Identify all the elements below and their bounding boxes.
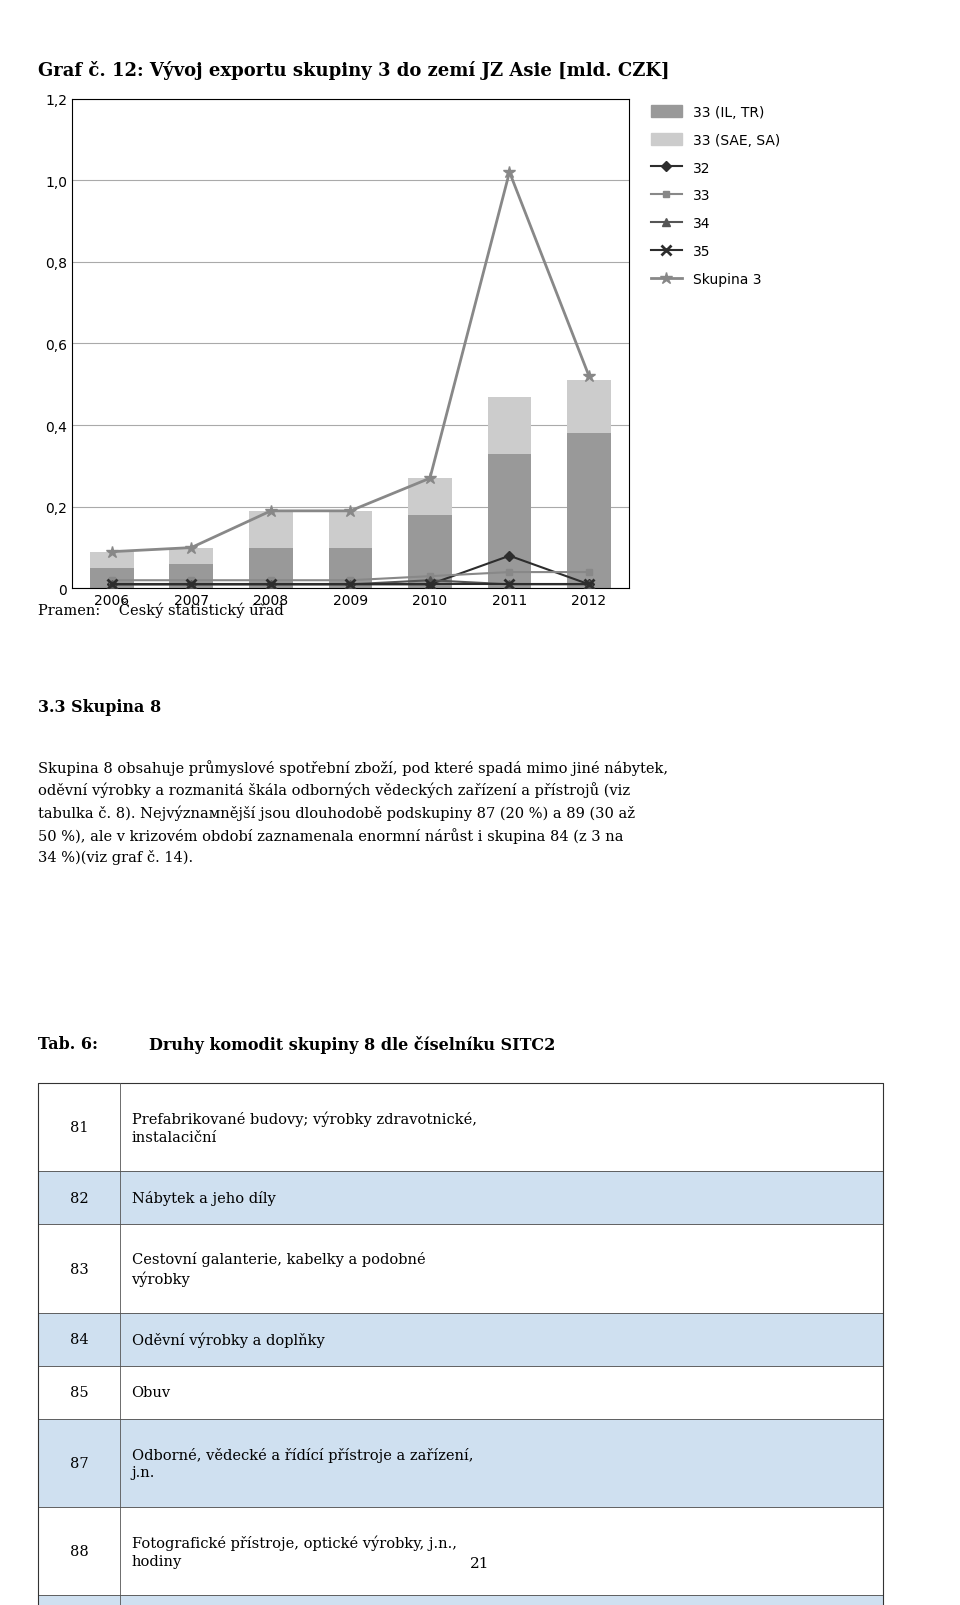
Text: 81: 81 [70, 1120, 88, 1135]
Text: 85: 85 [70, 1385, 88, 1400]
Text: Skupina 8 obsahuje průmyslové spotřební zboží, pod které spadá mimo jiné nábytek: Skupina 8 obsahuje průmyslové spotřební … [38, 759, 668, 865]
Text: 3.3 Skupina 8: 3.3 Skupina 8 [38, 698, 161, 716]
34 [504, 575, 516, 594]
33 [584, 563, 595, 583]
Bar [488, 454, 531, 589]
Text: Tab. 6:: Tab. 6: [38, 1035, 99, 1053]
Legend: 33 (IL, TR), 33 (SAE, SA), 32, 33, 34, 35, Skupina 3: 33 (IL, TR), 33 (SAE, SA), 32, 33, 34, 3… [647, 101, 784, 291]
Text: Nábytek a jeho díly: Nábytek a jeho díly [132, 1191, 276, 1205]
Skupina 3 [345, 502, 356, 522]
32 [345, 575, 356, 594]
Bar [169, 549, 213, 565]
32 [424, 575, 436, 594]
Text: 83: 83 [70, 1262, 88, 1276]
Text: Oděvní výrobky a doplňky: Oděvní výrobky a doplňky [132, 1332, 324, 1347]
Skupina 3 [185, 539, 197, 559]
Bar [328, 512, 372, 549]
Text: 87: 87 [70, 1456, 88, 1470]
Text: Fotografické přístroje, optické výrobky, j.n.,
hodiny: Fotografické přístroje, optické výrobky,… [132, 1534, 457, 1568]
32 [265, 575, 276, 594]
Bar [567, 433, 611, 589]
Bar [90, 568, 133, 589]
Text: Prefabrikované budovy; výrobky zdravotnické,
instalaciční: Prefabrikované budovy; výrobky zdravotni… [132, 1111, 476, 1144]
Skupina 3 [584, 368, 595, 387]
33 [265, 571, 276, 591]
Bar [408, 478, 452, 515]
Skupina 3 [265, 502, 276, 522]
35 [265, 575, 276, 594]
Bar [249, 512, 293, 549]
35 [106, 575, 117, 594]
32 [185, 575, 197, 594]
Text: Odborné, vědecké a řídící přístroje a zařízení,
j.n.: Odborné, vědecké a řídící přístroje a za… [132, 1446, 473, 1480]
32 [106, 575, 117, 594]
34 [265, 575, 276, 594]
34 [424, 571, 436, 591]
33 [504, 563, 516, 583]
Text: Obuv: Obuv [132, 1385, 171, 1400]
Text: Graf č. 12: Vývoj exportu skupiny 3 do zemí JZ Asie [mld. CZK]: Graf č. 12: Vývoj exportu skupiny 3 do z… [38, 61, 670, 80]
34 [584, 575, 595, 594]
Bar [249, 549, 293, 589]
Line: Skupina 3: Skupina 3 [106, 167, 595, 559]
Skupina 3 [106, 542, 117, 562]
Text: Druhy komodit skupiny 8 dle číselníku SITC2: Druhy komodit skupiny 8 dle číselníku SI… [149, 1035, 555, 1053]
Line: 35: 35 [107, 579, 594, 589]
Text: 88: 88 [70, 1544, 88, 1558]
Text: 21: 21 [470, 1555, 490, 1570]
Skupina 3 [504, 164, 516, 183]
Line: 32: 32 [108, 554, 592, 589]
32 [504, 547, 516, 567]
Text: Pramen:    Český statistický úřad: Pramen: Český statistický úřad [38, 600, 284, 618]
Line: 33: 33 [108, 570, 592, 584]
Text: 82: 82 [70, 1191, 88, 1205]
Line: 34: 34 [108, 576, 593, 589]
Text: Cestovní galanterie, kabelky a podobné
výrobky: Cestovní galanterie, kabelky a podobné v… [132, 1252, 425, 1286]
35 [504, 575, 516, 594]
34 [106, 575, 117, 594]
Bar [90, 552, 133, 568]
35 [424, 575, 436, 594]
Bar [169, 565, 213, 589]
35 [345, 575, 356, 594]
Bar [408, 515, 452, 589]
33 [345, 571, 356, 591]
Bar [488, 398, 531, 454]
34 [345, 575, 356, 594]
Bar [567, 380, 611, 433]
33 [424, 567, 436, 586]
33 [185, 571, 197, 591]
35 [185, 575, 197, 594]
Bar [328, 549, 372, 589]
Text: 84: 84 [70, 1332, 88, 1347]
33 [106, 571, 117, 591]
32 [584, 575, 595, 594]
34 [185, 575, 197, 594]
Skupina 3 [424, 469, 436, 488]
35 [584, 575, 595, 594]
